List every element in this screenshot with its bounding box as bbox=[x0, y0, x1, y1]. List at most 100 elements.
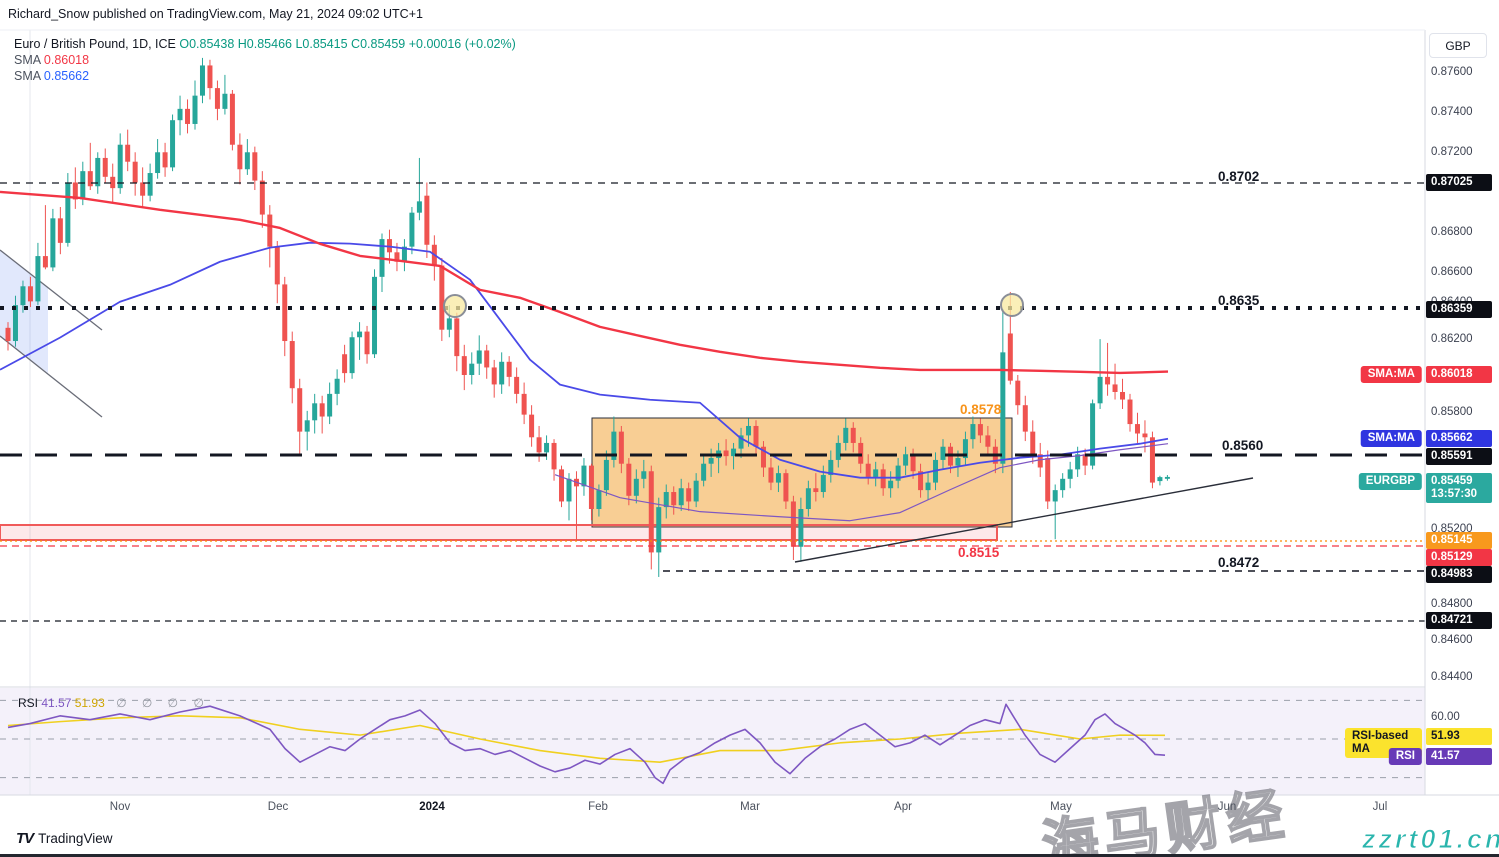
candle-body bbox=[72, 182, 78, 200]
candle-body bbox=[1082, 454, 1088, 466]
candle-body bbox=[1000, 352, 1006, 464]
sma-line-1 bbox=[0, 241, 1169, 479]
candle-body bbox=[65, 182, 71, 243]
candle-body bbox=[1142, 433, 1148, 438]
candle-body bbox=[282, 284, 288, 342]
candle-body bbox=[790, 501, 796, 547]
currency-button[interactable]: GBP bbox=[1429, 33, 1487, 58]
candle-body bbox=[768, 467, 774, 483]
axis-price-badge: 51.93 bbox=[1426, 728, 1492, 745]
candle-body bbox=[611, 431, 617, 460]
candle-body bbox=[596, 490, 602, 510]
candle-body bbox=[903, 454, 909, 466]
candle-body bbox=[1022, 405, 1028, 432]
candle-body bbox=[386, 239, 392, 253]
candle-body bbox=[42, 256, 48, 268]
symbol-title: Euro / British Pound, 1D, ICE bbox=[14, 37, 176, 51]
axis-price-tick: 0.86200 bbox=[1431, 333, 1473, 345]
candle-body bbox=[461, 356, 467, 375]
rsi-title: RSI bbox=[18, 696, 39, 710]
time-axis-label: May bbox=[1050, 801, 1072, 813]
candle-body bbox=[1112, 384, 1118, 392]
candle-body bbox=[177, 108, 183, 121]
candle-body bbox=[229, 93, 235, 145]
candle-body bbox=[858, 442, 864, 464]
time-axis[interactable] bbox=[0, 795, 1425, 822]
candle-body bbox=[342, 354, 348, 374]
candle-body bbox=[977, 424, 983, 436]
candle-body bbox=[409, 212, 415, 247]
candle-body bbox=[499, 361, 505, 385]
candle-body bbox=[506, 361, 512, 377]
candle-body bbox=[693, 480, 699, 502]
candle-body bbox=[185, 108, 191, 124]
axis-price-badge: 0.84983 bbox=[1426, 566, 1492, 583]
candle-body bbox=[1149, 437, 1155, 483]
candle-body bbox=[813, 488, 819, 493]
candle-body bbox=[491, 367, 497, 385]
candle-body bbox=[140, 182, 146, 196]
candle-body bbox=[199, 65, 205, 96]
axis-floating-tag: SMA:MA bbox=[1360, 366, 1422, 383]
axis-price-tick: 0.87600 bbox=[1431, 66, 1473, 78]
candle-body bbox=[678, 488, 684, 506]
candle-body bbox=[35, 256, 41, 302]
candle-body bbox=[985, 435, 991, 447]
rsi-value: 41.57 bbox=[41, 696, 72, 710]
candle-body bbox=[873, 469, 879, 477]
candle-body bbox=[117, 144, 123, 189]
time-axis-label: 2024 bbox=[419, 801, 445, 813]
orange-range-box bbox=[591, 417, 1013, 528]
candle-body bbox=[828, 459, 834, 476]
candle-body bbox=[1127, 399, 1133, 425]
axis-floating-tag: EURGBP bbox=[1358, 473, 1422, 490]
candle-body bbox=[880, 469, 886, 489]
candle-body bbox=[536, 437, 542, 453]
candle-body bbox=[27, 286, 33, 302]
candle-body bbox=[454, 318, 460, 357]
candle-body bbox=[20, 286, 26, 306]
axis-price-tick: 0.84800 bbox=[1431, 598, 1473, 610]
candle-body bbox=[162, 152, 168, 168]
circle-marker bbox=[443, 294, 467, 318]
sma1-value: 0.86018 bbox=[43, 53, 90, 67]
candle-body bbox=[731, 448, 737, 457]
candle-body bbox=[955, 458, 961, 466]
candle-body bbox=[484, 350, 490, 368]
rsi-ma-curve bbox=[7, 715, 1166, 763]
candle-body bbox=[775, 473, 781, 483]
candle-body bbox=[244, 152, 250, 170]
candle-body bbox=[783, 473, 789, 502]
rsi-legend: RSI 41.57 51.93 ∅ ∅ ∅ ∅ bbox=[18, 696, 210, 710]
ohlc-readout: O0.85438 H0.85466 L0.85415 C0.85459 +0.0… bbox=[179, 37, 516, 51]
candle-body bbox=[222, 93, 228, 109]
candle-body bbox=[559, 469, 565, 502]
axis-price-badge: 0.85662 bbox=[1426, 430, 1492, 447]
candle-body bbox=[805, 488, 811, 510]
axis-price-tick: 0.84400 bbox=[1431, 671, 1473, 683]
axis-price-tick: 0.85800 bbox=[1431, 406, 1473, 418]
blue-channel-line bbox=[0, 249, 103, 331]
rsi-curve bbox=[7, 703, 1166, 785]
candle-body bbox=[753, 425, 759, 447]
candle-body bbox=[865, 463, 871, 477]
candle-body bbox=[648, 471, 654, 553]
candle-body bbox=[252, 152, 258, 181]
candle-body bbox=[147, 173, 153, 196]
candle-body bbox=[918, 471, 924, 491]
candle-body bbox=[372, 276, 378, 355]
candle-body bbox=[394, 252, 400, 262]
candle-body bbox=[1052, 490, 1058, 502]
axis-price-tick: 0.84600 bbox=[1431, 634, 1473, 646]
sma2-legend-row: SMA 0.85662 bbox=[14, 69, 89, 83]
axis-price-tick: 0.87200 bbox=[1431, 146, 1473, 158]
candle-body bbox=[57, 218, 63, 243]
candle-body bbox=[581, 465, 587, 487]
rising-trendline bbox=[794, 477, 1254, 563]
tradingview-logo[interactable]: TV TradingView bbox=[16, 830, 112, 847]
candle-body bbox=[5, 327, 11, 342]
axis-price-badge: 0.84721 bbox=[1426, 612, 1492, 629]
candle-body bbox=[708, 458, 714, 464]
candle-body bbox=[1045, 458, 1051, 502]
